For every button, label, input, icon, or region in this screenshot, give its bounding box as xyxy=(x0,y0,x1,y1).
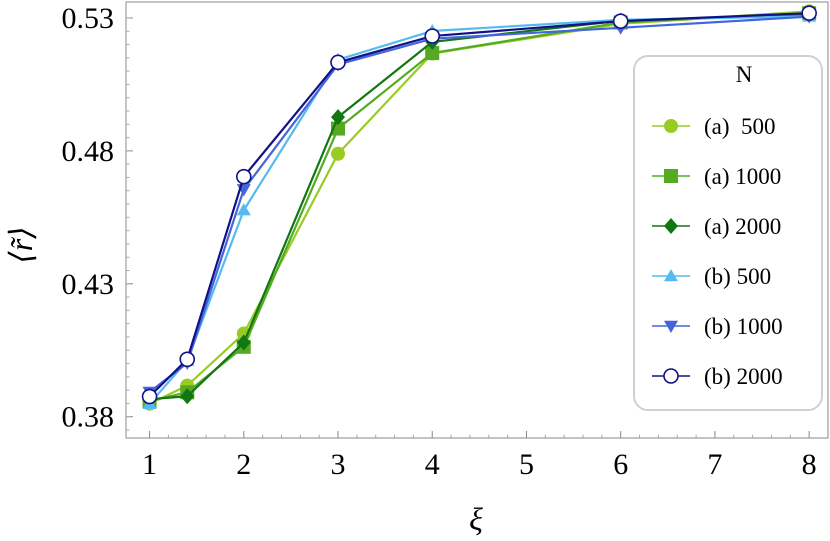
legend-marker xyxy=(664,269,678,282)
x-axis-label: ξ xyxy=(469,501,483,537)
legend-marker xyxy=(664,169,678,183)
data-point xyxy=(425,46,440,61)
data-point xyxy=(424,28,441,44)
data-point xyxy=(236,334,251,351)
legend-items: (a) 500 (a) 1000 (a) 2000 (b) 500 (b) 1000 (b… xyxy=(652,114,783,389)
legend-marker xyxy=(664,320,678,333)
y-axis-ticks: 0.38 0.43 0.48 0.53 xyxy=(62,2,133,434)
legend-marker xyxy=(664,119,678,133)
y-axis-label: ⟨r̃⟩ xyxy=(3,226,39,263)
legend-entry: (a) 2000 xyxy=(652,214,781,239)
x-tick-label: 6 xyxy=(613,448,628,481)
x-axis-ticks: 1 2 3 4 5 6 7 8 xyxy=(142,431,817,481)
legend-label: (b) 500 xyxy=(704,264,771,289)
plot-frame xyxy=(125,1,829,439)
legend-marker xyxy=(664,218,678,234)
data-point xyxy=(330,54,346,71)
data-point xyxy=(236,203,251,216)
x-tick-label: 5 xyxy=(519,448,534,481)
x-tick-label: 4 xyxy=(425,448,440,481)
legend-label: (a) 500 xyxy=(704,114,776,139)
legend-entry: (a) 1000 xyxy=(652,164,781,189)
legend-label: (a) 2000 xyxy=(704,214,781,239)
data-point xyxy=(801,5,817,21)
data-point xyxy=(331,109,346,126)
legend: N (a) 500 (a) 1000 (a) 2000 (b) 500 (b) 1000… xyxy=(633,55,823,411)
legend-marker xyxy=(663,368,679,384)
x-tick-label: 3 xyxy=(331,448,346,481)
y-tick-label: 0.48 xyxy=(62,135,115,168)
x-tick-label: 8 xyxy=(802,448,817,481)
x-tick-label: 2 xyxy=(236,448,251,481)
x-tick-label: 1 xyxy=(142,448,157,481)
data-point xyxy=(331,146,346,161)
data-point xyxy=(179,351,196,368)
legend-entry: (b) 1000 xyxy=(652,314,783,339)
y-tick-label: 0.43 xyxy=(62,268,115,301)
data-point xyxy=(141,388,158,405)
legend-entry: (a) 500 xyxy=(652,114,776,139)
legend-label: (b) 1000 xyxy=(704,314,783,339)
legend-label: (a) 1000 xyxy=(704,164,781,189)
data-point xyxy=(235,168,252,185)
data-point xyxy=(180,388,195,405)
legend-entry: (b) 2000 xyxy=(652,364,783,389)
legend-entry: (b) 500 xyxy=(652,264,771,289)
data-point xyxy=(612,13,629,29)
x-tick-label: 7 xyxy=(707,448,722,481)
legend-title: N xyxy=(736,62,753,87)
series-layer xyxy=(141,4,817,411)
y-tick-label: 0.53 xyxy=(62,2,115,35)
series-6 xyxy=(141,5,817,405)
legend-label: (b) 2000 xyxy=(704,364,783,389)
y-tick-label: 0.38 xyxy=(62,401,115,434)
legend-box xyxy=(633,55,823,411)
